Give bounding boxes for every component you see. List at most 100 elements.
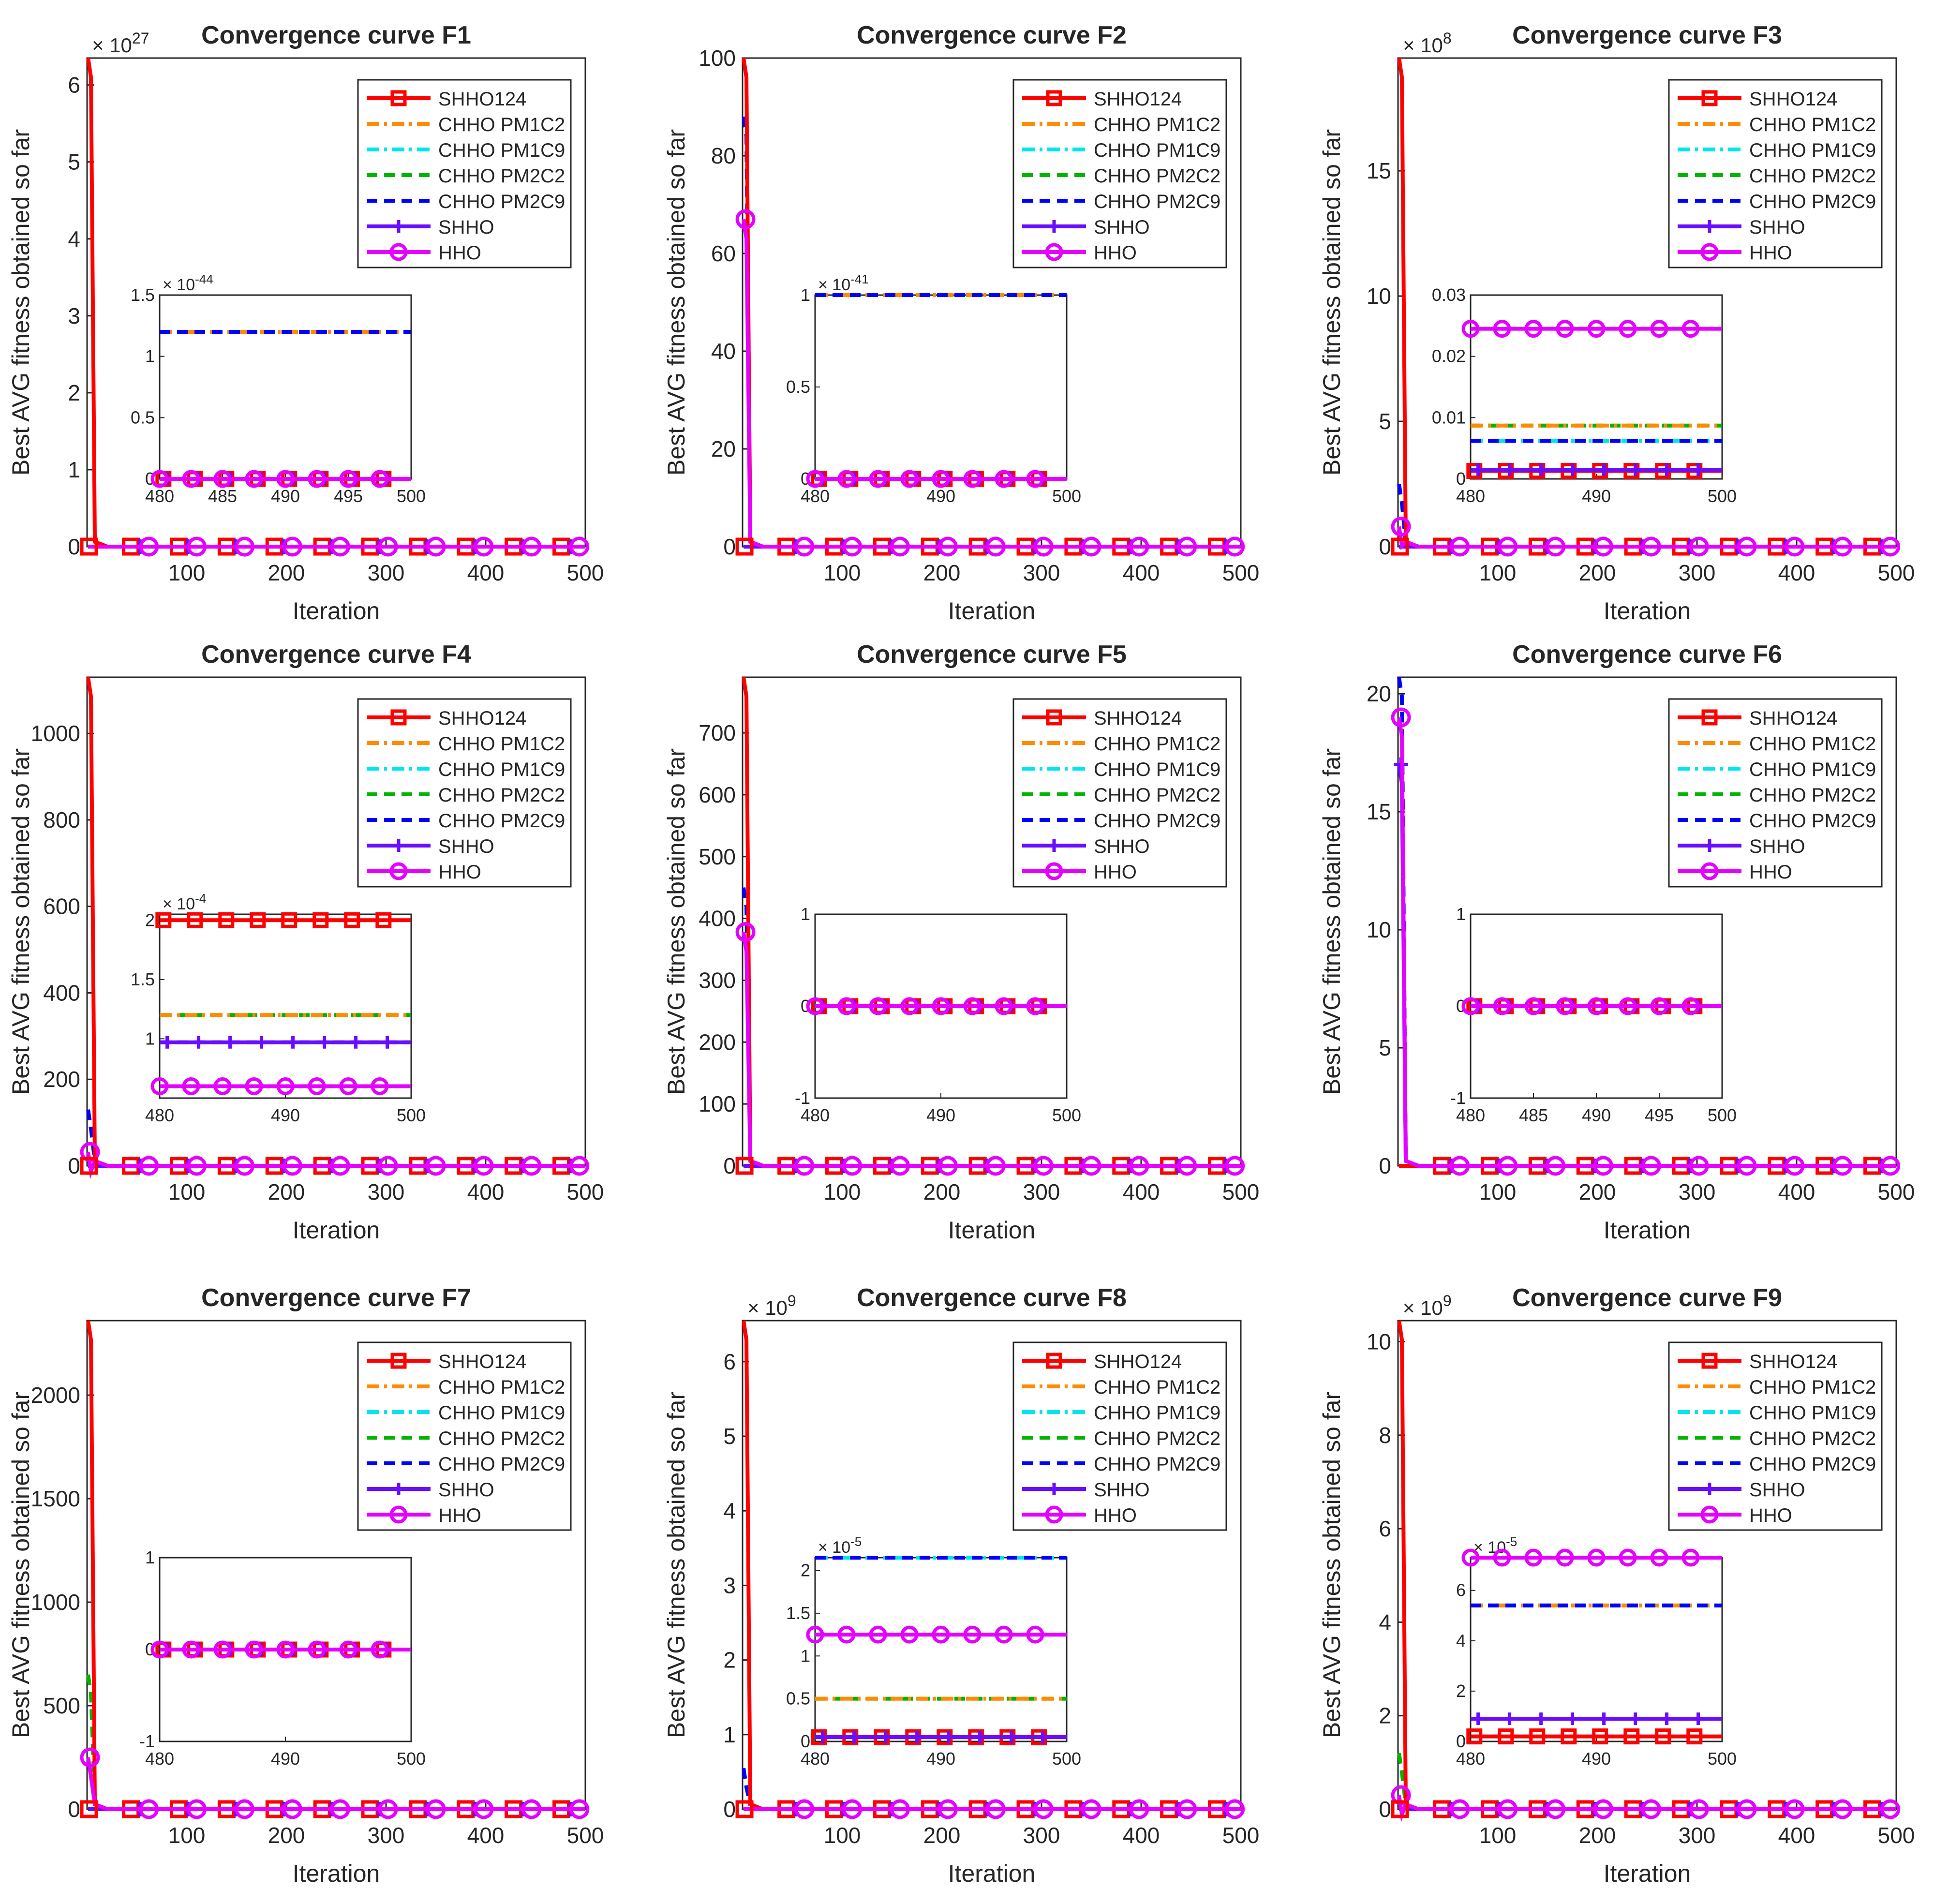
inset-series-marker	[1650, 997, 1668, 1015]
series-marker	[1593, 1156, 1613, 1176]
y-tick-label: 15	[1367, 158, 1391, 183]
y-tick-label: 3	[68, 303, 80, 328]
legend-marker	[1045, 1505, 1063, 1524]
inset-series-marker	[1566, 463, 1579, 476]
inset-series-marker	[371, 1077, 389, 1095]
y-tick-label: 2000	[31, 1383, 80, 1408]
x-tick-label: 400	[467, 1823, 505, 1848]
y-tick-label: 0	[723, 534, 736, 559]
legend-label: CHHO PM2C2	[1094, 785, 1220, 806]
series-marker	[1391, 517, 1411, 537]
inset-y-tick-label: 1	[1456, 904, 1466, 924]
series-marker	[1737, 536, 1757, 557]
y-tick-label: 4	[1379, 1609, 1391, 1635]
x-tick-label: 300	[368, 1179, 405, 1205]
chart-f6: Convergence curve F6 Iteration Best AVG fi…	[1318, 640, 1915, 1244]
inset-series-marker	[150, 1077, 169, 1095]
series-marker	[1737, 1799, 1757, 1819]
inset-series-marker	[213, 470, 232, 488]
inset-series-marker	[816, 1731, 829, 1744]
inset-x-tick-label: 490	[271, 486, 300, 506]
inset-series-marker	[973, 1731, 986, 1744]
inset-series-marker	[286, 1036, 299, 1049]
y-tick-label: 0	[1379, 1153, 1391, 1178]
x-axis-label: Iteration	[948, 597, 1036, 625]
legend-marker	[1703, 1483, 1716, 1495]
inset-series-marker	[1556, 320, 1574, 338]
series-marker	[1450, 1799, 1470, 1819]
inset-series-marker	[312, 912, 329, 928]
legend-label: HHO	[438, 862, 481, 883]
chart-title: Convergence curve F3	[1512, 21, 1782, 49]
inset-y-tick-label: 1	[145, 1028, 155, 1048]
chart-f2: Convergence curve F2 Iteration Best AVG fi…	[663, 21, 1259, 625]
series-marker	[842, 1799, 863, 1819]
inset-y-tick-label: 0	[1456, 1731, 1466, 1751]
inset-y-tick-label: 4	[1456, 1631, 1466, 1651]
legend-label: CHHO PM1C2	[1749, 733, 1876, 755]
y-tick-label: 6	[723, 1349, 736, 1374]
inset-y-tick-label: 2	[801, 1561, 810, 1580]
legend-label: CHHO PM2C9	[1749, 810, 1876, 832]
inset-series-marker	[900, 470, 919, 488]
series-marker	[1081, 1799, 1101, 1819]
inset-series-marker	[339, 470, 357, 488]
series-marker	[521, 1799, 542, 1819]
inset-series-marker	[837, 470, 856, 488]
series-marker	[1081, 536, 1101, 557]
inset-series-marker	[837, 997, 856, 1015]
legend-marker	[392, 839, 405, 852]
series-marker	[1033, 1156, 1054, 1176]
series-marker	[330, 536, 350, 557]
x-tick-label: 500	[1878, 1179, 1915, 1205]
legend-marker	[392, 220, 405, 233]
y-tick-label: 1000	[31, 1590, 80, 1615]
y-tick-label: 0	[68, 1153, 80, 1178]
series-marker	[1450, 536, 1470, 557]
x-tick-label: 200	[1579, 1179, 1616, 1205]
legend-marker	[1046, 709, 1062, 726]
inset-series-marker	[213, 1640, 232, 1659]
series-marker	[378, 536, 398, 557]
inset-series-marker	[381, 1036, 394, 1049]
series-marker	[1880, 1156, 1901, 1176]
series-marker	[139, 1799, 159, 1819]
legend-marker	[1048, 220, 1060, 233]
inset-series-marker	[932, 997, 950, 1015]
inset-series-marker	[848, 1731, 861, 1744]
legend-label: CHHO PM1C9	[1749, 140, 1876, 161]
chart-f1: Convergence curve F1 Iteration Best AVG fi…	[7, 21, 604, 625]
inset-series-marker	[963, 470, 982, 488]
inset-series-marker	[1619, 997, 1637, 1015]
inset-y-tick-label: -1	[139, 1731, 155, 1751]
legend-label: HHO	[438, 1505, 481, 1526]
series-marker	[1832, 1156, 1853, 1176]
y-axis-label: Best AVG fitness obtained so far	[663, 129, 690, 476]
legend-label: SHHO124	[438, 1351, 526, 1372]
inset-y-tick-label: -1	[795, 1088, 810, 1108]
inset-series-marker	[1592, 1728, 1608, 1745]
series-marker	[521, 536, 542, 557]
legend-marker	[1046, 1353, 1062, 1369]
series-marker	[474, 1799, 494, 1819]
legend-marker	[389, 1505, 408, 1524]
series-marker	[1225, 536, 1245, 557]
x-tick-label: 400	[467, 1179, 505, 1205]
y-tick-label: 1500	[31, 1486, 80, 1511]
inset-plot-area	[1470, 294, 1723, 480]
inset-series-marker	[1524, 1548, 1543, 1567]
legend-label: HHO	[1094, 242, 1137, 264]
legend-label: HHO	[1749, 1505, 1792, 1526]
inset-series-marker	[1005, 1731, 1018, 1744]
chart-title: Convergence curve F9	[1512, 1284, 1782, 1312]
legend-marker	[390, 709, 407, 726]
inset-series-marker	[371, 470, 389, 488]
x-tick-label: 500	[1222, 1823, 1260, 1848]
legend-label: CHHO PM2C9	[1749, 1454, 1876, 1475]
inset-series-marker	[276, 1640, 295, 1659]
inset-series-marker	[1619, 1548, 1637, 1567]
inset-y-tick-label: -1	[1450, 1088, 1466, 1108]
series-marker	[139, 536, 159, 557]
inset-y-tick-label: 1	[801, 904, 810, 924]
